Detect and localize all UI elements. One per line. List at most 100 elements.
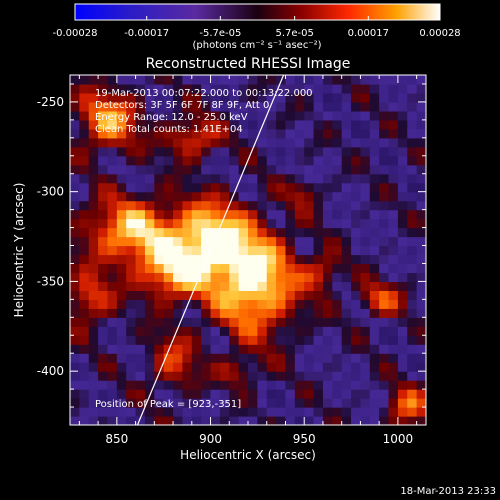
heatmap-cell: [107, 83, 118, 94]
heatmap-cell: [154, 353, 165, 363]
heatmap-cell: [210, 218, 221, 229]
heatmap-cell: [229, 416, 240, 425]
heatmap-cell: [135, 353, 146, 363]
heatmap-cell: [379, 389, 390, 399]
heatmap-cell: [379, 326, 390, 336]
heatmap-cell: [313, 146, 324, 157]
heatmap-cell: [79, 416, 90, 425]
heatmap-cell: [369, 335, 380, 345]
heatmap-cell: [144, 146, 155, 157]
heatmap-cell: [98, 254, 109, 265]
heatmap-cell: [126, 254, 137, 265]
heatmap-cell: [201, 344, 212, 354]
heatmap-cell: [126, 281, 137, 291]
heatmap-cell: [144, 362, 155, 372]
heatmap-cell: [88, 128, 99, 139]
heatmap-cell: [257, 209, 268, 220]
heatmap-cell: [332, 200, 343, 211]
heatmap-cell: [248, 236, 258, 247]
heatmap-cell: [407, 200, 418, 211]
heatmap-cell: [248, 137, 258, 148]
heatmap-cell: [379, 209, 390, 220]
heatmap-cell: [369, 236, 380, 247]
heatmap-cell: [88, 416, 99, 425]
heatmap-cell: [173, 200, 184, 211]
heatmap-cell: [238, 209, 249, 220]
heatmap-cell: [379, 317, 390, 327]
heatmap-cell: [79, 110, 90, 121]
heatmap-cell: [70, 263, 80, 274]
heatmap-cell: [98, 362, 109, 372]
heatmap-cell: [126, 75, 137, 85]
heatmap-cell: [191, 389, 202, 399]
heatmap-cell: [379, 146, 390, 157]
heatmap-cell: [407, 281, 418, 291]
heatmap-cell: [116, 389, 127, 399]
heatmap-cell: [88, 182, 99, 193]
heatmap-cell: [360, 299, 371, 309]
heatmap-cell: [70, 227, 80, 238]
heatmap-cell: [276, 128, 287, 139]
heatmap-cell: [210, 137, 221, 148]
heatmap-cell: [294, 371, 305, 381]
heatmap-cell: [341, 353, 352, 363]
heatmap-cell: [416, 317, 426, 327]
heatmap-cell: [163, 137, 174, 148]
heatmap-cell: [144, 308, 155, 318]
heatmap-cell: [397, 362, 408, 372]
heatmap-cell: [219, 92, 230, 103]
heatmap-cell: [294, 407, 305, 417]
heatmap-cell: [191, 416, 202, 425]
heatmap-cell: [276, 299, 287, 309]
heatmap-cell: [332, 164, 343, 175]
heatmap-cell: [276, 173, 287, 184]
heatmap-cell: [219, 218, 230, 229]
heatmap-cell: [107, 218, 118, 229]
heatmap-cell: [369, 164, 380, 175]
heatmap-cell: [163, 290, 174, 300]
heatmap-cell: [360, 416, 371, 425]
heatmap-cell: [116, 380, 127, 390]
heatmap-cell: [276, 119, 287, 130]
heatmap-cell: [107, 155, 118, 166]
heatmap-cell: [407, 272, 418, 283]
heatmap-cell: [154, 254, 165, 265]
heatmap-cell: [397, 209, 408, 220]
heatmap-cell: [322, 371, 333, 381]
heatmap-cell: [397, 137, 408, 148]
heatmap-cell: [173, 218, 184, 229]
heatmap-cell: [173, 128, 184, 139]
heatmap-cell: [182, 263, 193, 274]
heatmap-cell: [154, 209, 165, 220]
heatmap-cell: [70, 209, 80, 220]
heatmap-cell: [144, 200, 155, 211]
heatmap-cell: [229, 182, 240, 193]
heatmap-cell: [98, 164, 109, 175]
heatmap-cell: [116, 398, 127, 408]
heatmap-cell: [360, 83, 371, 94]
heatmap-cell: [341, 164, 352, 175]
heatmap-cell: [257, 290, 268, 300]
heatmap-cell: [126, 191, 137, 202]
heatmap-cell: [360, 254, 371, 265]
heatmap-cell: [407, 245, 418, 256]
heatmap-cell: [191, 128, 202, 139]
heatmap-cell: [107, 398, 118, 408]
heatmap-cell: [229, 92, 240, 103]
heatmap-cell: [360, 128, 371, 139]
heatmap-cell: [294, 173, 305, 184]
heatmap-cell: [304, 389, 315, 399]
heatmap-cell: [154, 272, 165, 283]
heatmap-cell: [229, 326, 240, 336]
heatmap-cell: [182, 335, 193, 345]
heatmap-cell: [201, 92, 212, 103]
heatmap-cell: [154, 92, 165, 103]
heatmap-cell: [332, 389, 343, 399]
heatmap-cell: [369, 407, 380, 417]
heatmap-cell: [201, 299, 212, 309]
heatmap-cell: [210, 362, 221, 372]
heatmap-cell: [266, 236, 277, 247]
heatmap-cell: [98, 128, 109, 139]
heatmap-cell: [341, 92, 352, 103]
heatmap-cell: [107, 137, 118, 148]
